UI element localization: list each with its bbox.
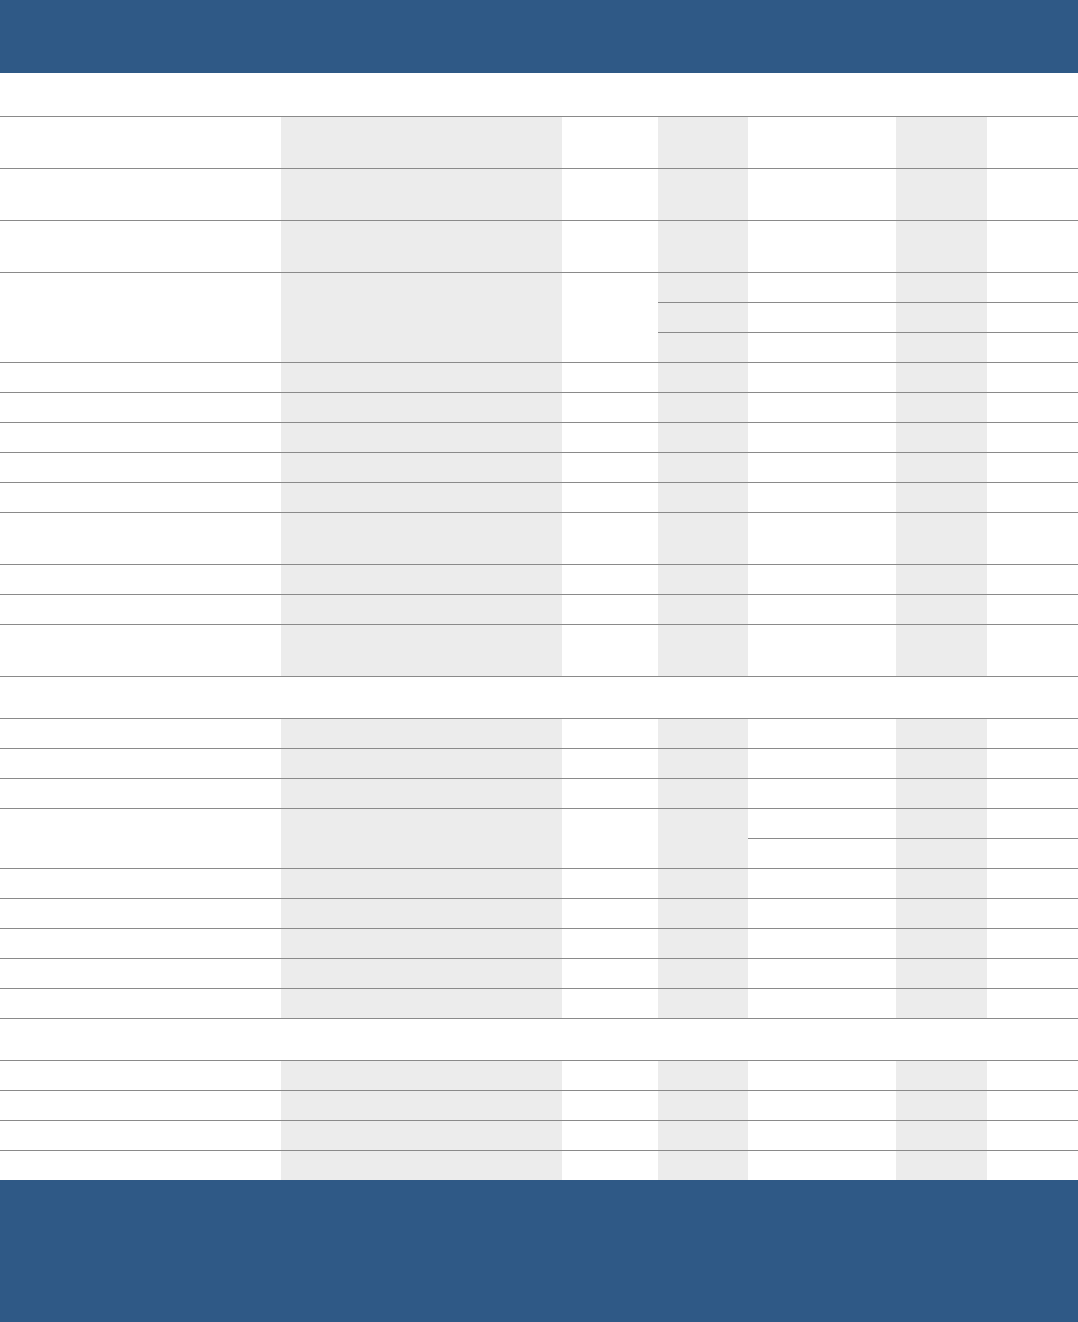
footer-band bbox=[0, 1180, 1078, 1322]
shaded-column bbox=[281, 116, 562, 676]
shaded-columns bbox=[281, 116, 987, 1180]
header-band bbox=[0, 0, 1078, 73]
shaded-column bbox=[896, 116, 987, 676]
shaded-column bbox=[658, 116, 748, 676]
row-rules bbox=[0, 116, 1078, 1151]
